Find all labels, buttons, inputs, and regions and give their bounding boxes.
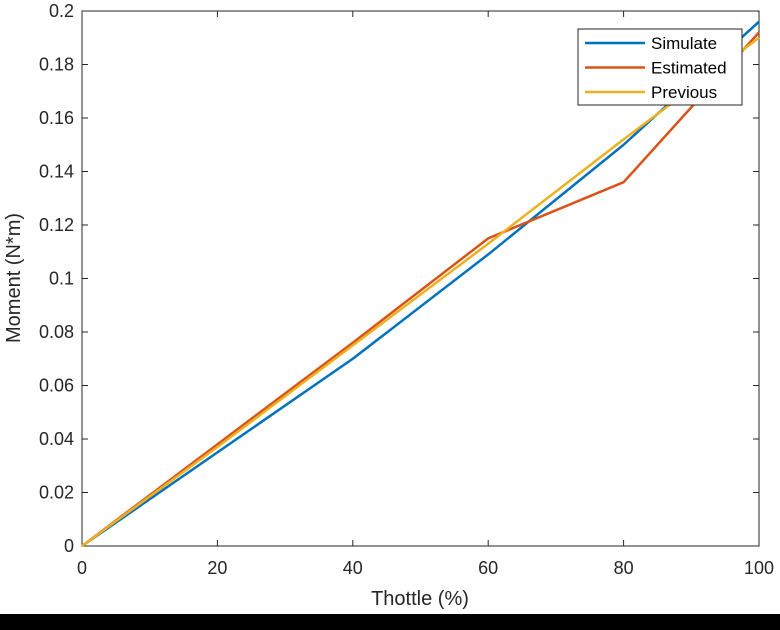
series-line-estimated xyxy=(81,31,760,547)
y-tick-label: 0.18 xyxy=(39,55,74,75)
series-lines xyxy=(81,20,760,548)
y-tick-label: 0.16 xyxy=(39,108,74,128)
x-tick-label: 60 xyxy=(478,558,498,578)
legend-label-simulate: Simulate xyxy=(651,34,717,53)
y-tick-label: 0.08 xyxy=(39,322,74,342)
y-axis-label: Moment (N*m) xyxy=(3,213,25,343)
series-line-simulate xyxy=(81,20,760,548)
y-tick-label: 0.1 xyxy=(49,269,74,289)
y-tick-label: 0.14 xyxy=(39,162,74,182)
y-tick-label: 0.12 xyxy=(39,215,74,235)
legend-label-estimated: Estimated xyxy=(651,59,727,78)
y-tick-label: 0.06 xyxy=(39,376,74,396)
x-tick-label: 0 xyxy=(77,558,87,578)
x-tick-label: 100 xyxy=(744,558,774,578)
y-axis-ticks: 0 0.02 0.04 0.06 0.08 0.1 0.12 0.14 0.16 0.18 0.2 xyxy=(39,1,759,556)
y-tick-label: 0.04 xyxy=(39,429,74,449)
legend-label-previous: Previous xyxy=(651,83,717,102)
x-axis-ticks: 0 20 40 60 80 100 xyxy=(77,11,774,578)
bottom-black-bar xyxy=(0,614,780,630)
x-tick-label: 20 xyxy=(207,558,227,578)
y-tick-label: 0.2 xyxy=(49,1,74,21)
x-tick-label: 80 xyxy=(614,558,634,578)
legend: Simulate Estimated Previous xyxy=(577,28,743,106)
series-line-previous xyxy=(81,36,760,548)
line-chart: 0 20 40 60 80 100 0 0.02 0.04 0.06 0.08 0.1 0.12 0.1… xyxy=(3,1,774,610)
y-tick-label: 0.02 xyxy=(39,483,74,503)
x-axis-label: Thottle (%) xyxy=(371,588,469,610)
x-tick-label: 40 xyxy=(343,558,363,578)
y-tick-label: 0 xyxy=(64,536,74,556)
